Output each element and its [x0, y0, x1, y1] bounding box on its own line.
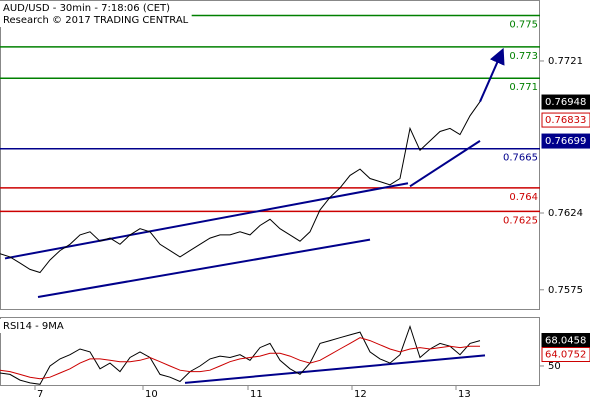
price-tag [541, 94, 590, 110]
title-bg [0, 1, 174, 15]
level-label: 0.764 [509, 192, 538, 203]
subtitle-bg [0, 14, 192, 27]
x-tick-label: 13 [458, 389, 471, 400]
panel-title: AUD/USD - 30min - 7:18:06 (CET) [3, 3, 170, 14]
price-tag-label: 0.76948 [545, 97, 586, 108]
trend-line [37, 238, 371, 298]
trend-line [184, 354, 486, 384]
projection-arrow [479, 47, 505, 103]
price-tag-label: 64.0752 [545, 350, 586, 361]
trend-line [409, 140, 481, 188]
series-line [0, 337, 480, 380]
y-tick-label: 0.7721 [548, 56, 583, 67]
price-tag-label: 68.0458 [545, 336, 586, 347]
level-label: 0.7625 [503, 215, 538, 226]
y-tick-label: 0.7575 [548, 285, 583, 296]
trend-line [4, 182, 409, 260]
y-tick-label: 0.7624 [548, 208, 583, 219]
y-tick-label: 50 [548, 361, 561, 372]
level-label: 0.773 [509, 51, 538, 62]
series-line [0, 101, 481, 274]
x-tick-label: 12 [354, 389, 367, 400]
price-frame [0, 0, 540, 310]
panel-title: RSI14 - 9MA [3, 321, 64, 332]
panel-subtitle: Research © 2017 TRADING CENTRAL [3, 15, 189, 26]
series-line [0, 324, 481, 385]
price-tag [541, 347, 590, 363]
x-tick-label: 7 [37, 389, 43, 400]
level-label: 0.771 [509, 82, 538, 93]
price-tag-label: 0.76699 [545, 136, 586, 147]
level-label: 0.775 [509, 20, 538, 31]
x-tick-label: 11 [250, 389, 263, 400]
price-tag [541, 133, 590, 149]
price-tag [541, 112, 590, 128]
price-tag-label: 0.76833 [545, 115, 586, 126]
level-label: 0.7665 [503, 153, 538, 164]
x-tick-label: 10 [145, 389, 158, 400]
title-bg [0, 319, 67, 333]
